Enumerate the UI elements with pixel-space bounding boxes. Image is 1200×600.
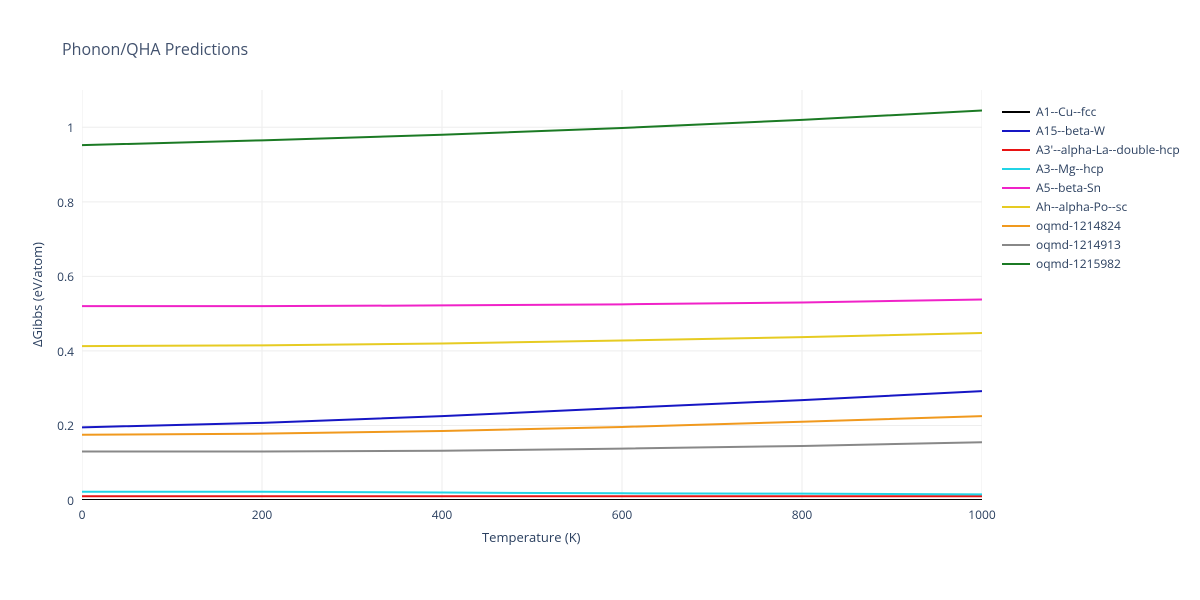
legend-swatch	[1002, 168, 1030, 170]
legend-swatch	[1002, 206, 1030, 208]
y-tick-label: 0	[34, 492, 74, 509]
legend-item[interactable]: Ah--alpha-Po--sc	[1002, 197, 1180, 216]
legend-swatch	[1002, 111, 1030, 113]
plot-svg	[82, 90, 982, 500]
legend-swatch	[1002, 187, 1030, 189]
legend-label: oqmd-1215982	[1036, 255, 1121, 272]
legend-label: A1--Cu--fcc	[1036, 103, 1096, 120]
y-tick-label: 1	[34, 119, 74, 136]
legend-swatch	[1002, 244, 1030, 246]
legend-label: Ah--alpha-Po--sc	[1036, 198, 1127, 215]
y-tick-label: 0.2	[34, 417, 74, 434]
legend-swatch	[1002, 225, 1030, 227]
x-tick-label: 1000	[962, 506, 1002, 523]
legend-swatch	[1002, 149, 1030, 151]
legend-item[interactable]: oqmd-1215982	[1002, 254, 1180, 273]
plot-area[interactable]	[82, 90, 982, 500]
x-axis-label: Temperature (K)	[482, 528, 581, 546]
legend-swatch	[1002, 130, 1030, 132]
legend-label: A15--beta-W	[1036, 122, 1105, 139]
legend-swatch	[1002, 263, 1030, 265]
legend-label: A5--beta-Sn	[1036, 179, 1101, 196]
legend-label: oqmd-1214913	[1036, 236, 1121, 253]
legend-label: A3--Mg--hcp	[1036, 160, 1104, 177]
legend[interactable]: A1--Cu--fcc A15--beta-W A3'--alpha-La--dou…	[1002, 102, 1180, 273]
y-tick-label: 0.6	[34, 268, 74, 285]
legend-item[interactable]: oqmd-1214824	[1002, 216, 1180, 235]
legend-item[interactable]: oqmd-1214913	[1002, 235, 1180, 254]
legend-item[interactable]: A3--Mg--hcp	[1002, 159, 1180, 178]
legend-item[interactable]: A1--Cu--fcc	[1002, 102, 1180, 121]
legend-item[interactable]: A3'--alpha-La--double-hcp	[1002, 140, 1180, 159]
legend-label: A3'--alpha-La--double-hcp	[1036, 141, 1180, 158]
legend-label: oqmd-1214824	[1036, 217, 1121, 234]
x-tick-label: 400	[422, 506, 462, 523]
y-tick-label: 0.4	[34, 343, 74, 360]
legend-item[interactable]: A15--beta-W	[1002, 121, 1180, 140]
x-tick-label: 200	[242, 506, 282, 523]
y-axis-label: ΔGibbs (eV/atom)	[28, 242, 46, 347]
y-tick-label: 0.8	[34, 194, 74, 211]
x-tick-label: 600	[602, 506, 642, 523]
x-tick-label: 800	[782, 506, 822, 523]
chart-container: Phonon/QHA Predictions ΔGibbs (eV/atom) …	[0, 0, 1200, 600]
legend-item[interactable]: A5--beta-Sn	[1002, 178, 1180, 197]
chart-title: Phonon/QHA Predictions	[62, 38, 248, 60]
